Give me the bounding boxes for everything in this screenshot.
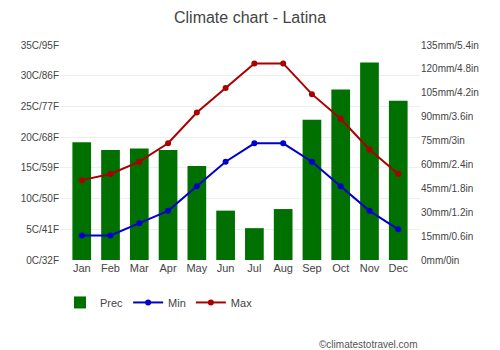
svg-text:75mm/3in: 75mm/3in bbox=[421, 135, 465, 146]
svg-text:105mm/4.2in: 105mm/4.2in bbox=[421, 87, 479, 98]
svg-text:90mm/3.6in: 90mm/3.6in bbox=[421, 111, 473, 122]
svg-text:©climatestotravel.com: ©climatestotravel.com bbox=[319, 339, 418, 350]
svg-text:Min: Min bbox=[168, 297, 186, 309]
svg-text:Dec: Dec bbox=[388, 262, 408, 274]
svg-text:60mm/2.4in: 60mm/2.4in bbox=[421, 159, 473, 170]
svg-text:120mm/4.8in: 120mm/4.8in bbox=[421, 63, 479, 74]
svg-text:135mm/5.4in: 135mm/5.4in bbox=[421, 40, 479, 51]
svg-text:Jun: Jun bbox=[217, 262, 235, 274]
svg-text:May: May bbox=[186, 262, 207, 274]
svg-text:Oct: Oct bbox=[332, 262, 349, 274]
svg-text:Apr: Apr bbox=[160, 262, 177, 274]
svg-text:0mm/0in: 0mm/0in bbox=[421, 255, 459, 266]
svg-text:Max: Max bbox=[231, 297, 252, 309]
svg-text:Nov: Nov bbox=[360, 262, 380, 274]
svg-text:Aug: Aug bbox=[273, 262, 293, 274]
svg-text:15C/59F: 15C/59F bbox=[21, 162, 59, 173]
svg-text:20C/68F: 20C/68F bbox=[21, 132, 59, 143]
svg-text:30C/86F: 30C/86F bbox=[21, 70, 59, 81]
svg-text:Mar: Mar bbox=[130, 262, 149, 274]
svg-text:Feb: Feb bbox=[101, 262, 120, 274]
svg-text:0C/32F: 0C/32F bbox=[26, 255, 59, 266]
svg-text:Prec: Prec bbox=[100, 297, 123, 309]
svg-text:10C/50F: 10C/50F bbox=[21, 193, 59, 204]
svg-text:Climate chart - Latina: Climate chart - Latina bbox=[174, 9, 326, 26]
svg-text:Jul: Jul bbox=[247, 262, 261, 274]
svg-text:45mm/1.8in: 45mm/1.8in bbox=[421, 183, 473, 194]
svg-text:35C/95F: 35C/95F bbox=[21, 40, 59, 51]
svg-text:25C/77F: 25C/77F bbox=[21, 101, 59, 112]
svg-text:Jan: Jan bbox=[73, 262, 91, 274]
svg-text:15mm/0.6in: 15mm/0.6in bbox=[421, 231, 473, 242]
svg-text:5C/41F: 5C/41F bbox=[26, 224, 59, 235]
svg-text:Sep: Sep bbox=[302, 262, 322, 274]
svg-text:30mm/1.2in: 30mm/1.2in bbox=[421, 207, 473, 218]
